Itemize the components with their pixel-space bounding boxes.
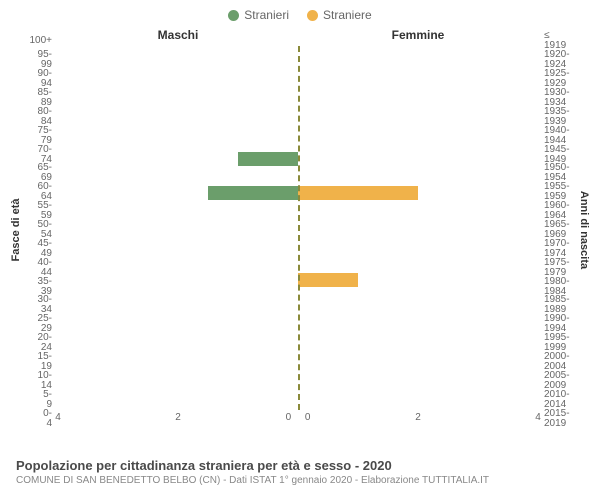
bar-container-male bbox=[58, 306, 298, 323]
bar-container-male bbox=[58, 375, 298, 392]
section-headers: Maschi Femmine bbox=[58, 28, 538, 42]
ytick-birth: 2015-2019 bbox=[544, 409, 570, 429]
bar-female bbox=[298, 273, 358, 287]
legend-label-male: Stranieri bbox=[244, 8, 289, 22]
bar-container-female bbox=[298, 63, 538, 80]
bar-container-female bbox=[298, 115, 538, 132]
bar-container-male bbox=[58, 46, 298, 63]
bar-container-female bbox=[298, 81, 538, 98]
bar-container-female bbox=[298, 341, 538, 358]
x-axis: 4 2 0 0 2 4 bbox=[58, 410, 538, 428]
bar-female bbox=[298, 186, 418, 200]
xtick: 0 bbox=[286, 412, 292, 423]
bar-container-male bbox=[58, 271, 298, 288]
bar-container-male bbox=[58, 98, 298, 115]
bar-container-female bbox=[298, 185, 538, 202]
chart-footer: Popolazione per cittadinanza straniera p… bbox=[16, 458, 584, 486]
xtick: 4 bbox=[535, 412, 541, 423]
xtick: 4 bbox=[55, 412, 61, 423]
population-pyramid-chart: Stranieri Straniere Maschi Femmine Fasce… bbox=[0, 0, 600, 500]
bar-male bbox=[238, 152, 298, 166]
section-header-male: Maschi bbox=[58, 28, 298, 42]
bar-container-female bbox=[298, 358, 538, 375]
legend-swatch-male bbox=[228, 10, 239, 21]
plot-area: Maschi Femmine Fasce di età Anni di nasc… bbox=[58, 32, 538, 428]
bar-container-female bbox=[298, 289, 538, 306]
bar-container-male bbox=[58, 341, 298, 358]
bar-container-female bbox=[298, 306, 538, 323]
xtick: 2 bbox=[415, 412, 421, 423]
bar-container-female bbox=[298, 219, 538, 236]
bar-container-female bbox=[298, 271, 538, 288]
bar-container-male bbox=[58, 63, 298, 80]
xtick: 2 bbox=[175, 412, 181, 423]
legend-label-female: Straniere bbox=[323, 8, 372, 22]
bar-container-male bbox=[58, 81, 298, 98]
legend-item-female: Straniere bbox=[307, 6, 372, 24]
bar-container-female bbox=[298, 98, 538, 115]
bar-container-male bbox=[58, 289, 298, 306]
bar-container-female bbox=[298, 150, 538, 167]
bar-container-male bbox=[58, 150, 298, 167]
bar-container-female bbox=[298, 167, 538, 184]
bar-container-female bbox=[298, 237, 538, 254]
center-divider bbox=[298, 46, 300, 410]
ytick-age: 0-4 bbox=[43, 409, 52, 429]
bar-container-female bbox=[298, 46, 538, 63]
bar-container-male bbox=[58, 185, 298, 202]
legend-swatch-female bbox=[307, 10, 318, 21]
y-axis-title-left: Fasce di età bbox=[10, 199, 22, 262]
bar-container-male bbox=[58, 237, 298, 254]
bar-container-male bbox=[58, 358, 298, 375]
bar-container-male bbox=[58, 133, 298, 150]
bar-male bbox=[208, 186, 298, 200]
legend-item-male: Stranieri bbox=[228, 6, 289, 24]
bar-container-male bbox=[58, 115, 298, 132]
bar-container-female bbox=[298, 393, 538, 410]
bar-container-female bbox=[298, 254, 538, 271]
chart-title: Popolazione per cittadinanza straniera p… bbox=[16, 458, 584, 473]
bar-container-male bbox=[58, 323, 298, 340]
section-header-female: Femmine bbox=[298, 28, 538, 42]
xtick: 0 bbox=[305, 412, 311, 423]
bar-container-female bbox=[298, 375, 538, 392]
bar-container-female bbox=[298, 133, 538, 150]
bar-container-female bbox=[298, 323, 538, 340]
bar-container-male bbox=[58, 219, 298, 236]
chart-subtitle: COMUNE DI SAN BENEDETTO BELBO (CN) - Dat… bbox=[16, 475, 584, 486]
y-axis-title-right: Anni di nascita bbox=[578, 191, 590, 269]
bar-container-male bbox=[58, 202, 298, 219]
ytick-age: 100+ bbox=[29, 36, 52, 46]
bar-container-male bbox=[58, 393, 298, 410]
bar-container-male bbox=[58, 167, 298, 184]
legend: Stranieri Straniere bbox=[0, 0, 600, 24]
bar-container-female bbox=[298, 202, 538, 219]
bar-container-male bbox=[58, 254, 298, 271]
